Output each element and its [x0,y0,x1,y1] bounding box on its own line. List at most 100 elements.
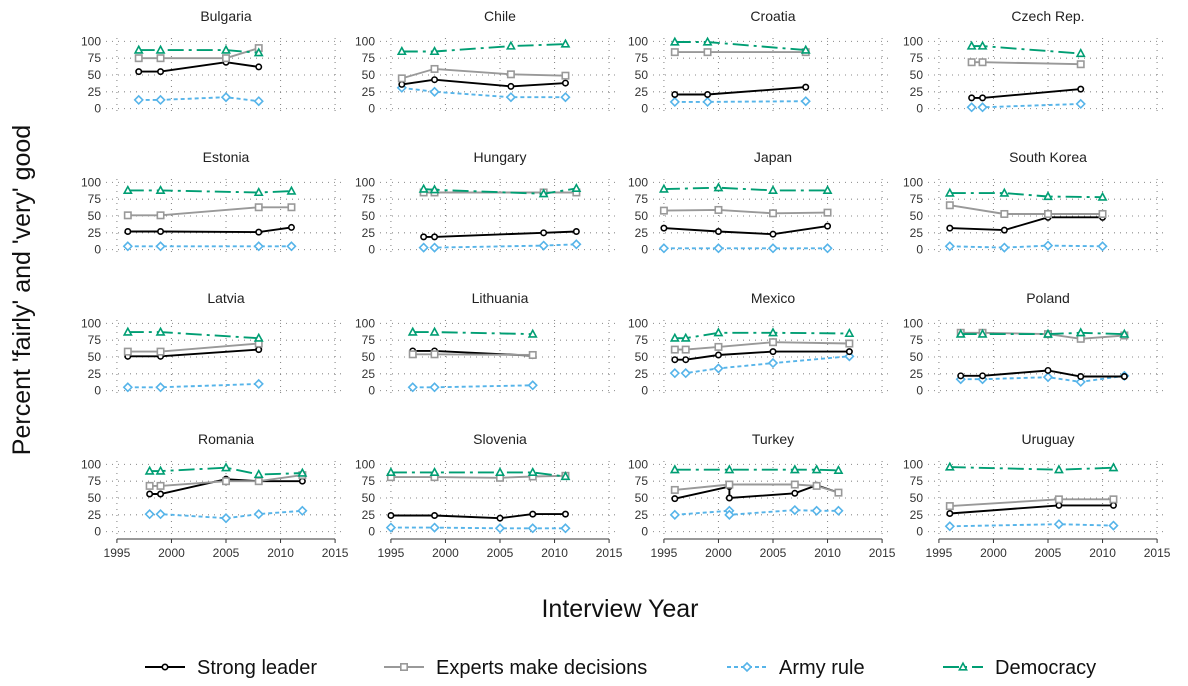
x-tick-label: 2015 [869,546,896,560]
point-army [155,241,166,252]
x-tick-label: 2015 [322,546,349,560]
point-army [527,523,538,534]
y-tick-label: 100 [81,175,101,189]
point-army [767,243,779,254]
y-tick-label: 100 [903,457,923,471]
series-line-experts [949,204,1103,215]
point-army [527,380,538,391]
y-tick-label: 100 [355,316,375,330]
panel-japan: Japan 0 25 50 75 100 [628,149,893,257]
panel-title: Bulgaria [200,8,252,24]
point-democracy [822,184,833,195]
point-democracy [669,332,680,342]
point-experts [1054,495,1063,504]
series-line-strong [663,225,828,236]
point-strong [572,227,580,235]
point-democracy [538,188,549,198]
point-democracy [955,328,966,338]
point-experts [714,205,723,214]
point-experts [222,477,231,486]
point-strong [255,63,263,71]
point-army [680,368,691,379]
y-tick-label: 25 [362,367,376,381]
point-army [724,509,735,520]
x-tick-label: 2010 [1089,546,1116,560]
series-line-strong [949,216,1103,232]
panel-estonia: Estonia 0 25 50 75 100 [81,149,346,257]
point-democracy [811,464,822,474]
point-army [122,241,133,252]
point-army [571,239,582,250]
y-tick-label: 50 [88,491,102,505]
point-army [713,243,724,254]
y-tick-label: 0 [641,102,648,116]
point-democracy [789,464,800,474]
point-army [253,241,264,252]
point-strong [431,511,439,519]
point-army [538,240,549,251]
y-tick-label: 75 [362,192,376,206]
y-tick-label: 25 [88,508,102,522]
point-strong [671,91,679,99]
series-line-experts [390,474,566,479]
point-democracy [527,466,538,477]
legend-label: Democracy [995,657,1096,679]
y-tick-label: 50 [635,350,649,364]
point-democracy [833,464,844,475]
point-experts [823,208,832,217]
y-tick-label: 100 [628,316,648,330]
legend-marker [741,661,753,673]
point-army [155,509,166,520]
y-tick-label: 0 [94,384,101,398]
point-strong [298,477,306,485]
point-democracy [527,328,538,338]
point-strong [529,510,537,518]
panel-title: Turkey [752,431,794,447]
series-line-strong [127,348,259,358]
y-tick-label: 50 [910,491,924,505]
y-tick-label: 50 [910,209,924,223]
y-tick-label: 100 [628,34,648,48]
point-democracy [977,40,988,50]
point-experts [703,48,712,57]
y-tick-label: 25 [635,85,649,99]
y-tick-label: 75 [635,192,649,206]
y-tick-label: 100 [355,457,375,471]
y-tick-label: 75 [910,51,924,65]
panel-title: Romania [198,431,254,447]
point-democracy [966,40,977,50]
point-army [1075,98,1086,110]
point-strong [561,510,569,518]
legend-label: Experts make decisions [436,657,647,679]
point-strong [540,229,548,237]
point-democracy [429,466,440,477]
legend-item-army: Army rule [727,657,865,679]
point-strong [979,94,987,102]
point-army [407,382,418,393]
y-tick-label: 0 [916,384,923,398]
y-tick-label: 25 [910,226,924,240]
panel-lithuania: Lithuania 0 25 50 75 100 [355,290,620,398]
point-army [822,243,833,254]
series-line-democracy [663,186,828,192]
point-strong [1055,501,1063,509]
y-tick-label: 75 [910,333,924,347]
panel-czech-rep-: Czech Rep. 0 25 50 75 100 [903,8,1168,116]
panel-uruguay: Uruguay 0 25 50 75 100 1995 2000 2005 2010 2015 [903,431,1171,560]
point-army [220,92,232,103]
point-experts [408,350,417,359]
y-tick-label: 75 [88,51,102,65]
y-tick-label: 100 [81,457,101,471]
y-tick-label: 0 [916,102,923,116]
x-tick-label: 2000 [158,546,185,560]
series-line-army [401,86,566,99]
point-strong [157,68,165,76]
y-tick-label: 50 [88,350,102,364]
point-strong [968,94,976,102]
panel-title: Lithuania [472,290,529,306]
point-democracy [155,326,166,336]
series-line-democracy [149,466,303,476]
point-army [1075,376,1086,388]
point-strong [671,356,679,364]
legend-label: Army rule [779,657,865,679]
